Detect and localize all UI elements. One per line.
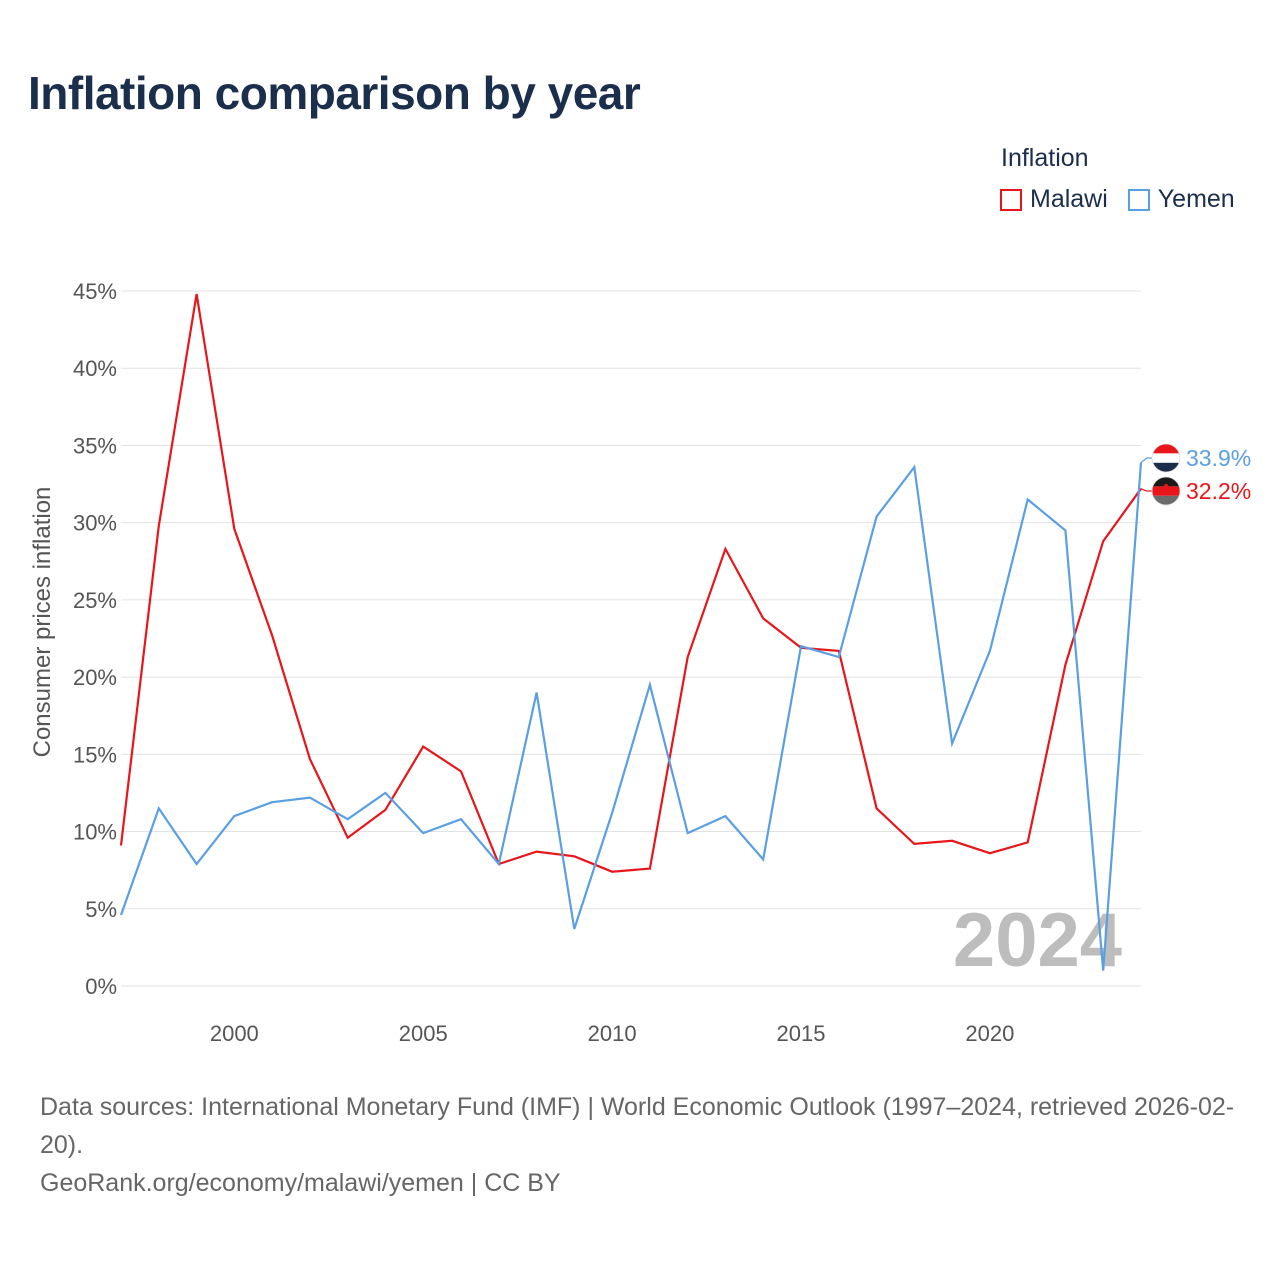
data-sources: Data sources: International Monetary Fun… (40, 1093, 1235, 1159)
series-line-malawi[interactable] (119, 293, 1142, 873)
series-lines (119, 293, 1143, 971)
x-axis-ticks: 2000 2005 2010 2015 2020 (210, 1021, 1015, 1046)
end-connector-malawi (1140, 488, 1152, 492)
source-url[interactable]: GeoRank.org/economy/malawi/yemen | CC BY (40, 1169, 561, 1197)
y-axis-title: Consumer prices inflation (29, 487, 56, 758)
y-tick-label: 45% (73, 279, 117, 304)
year-watermark: 2024 (953, 898, 1122, 983)
gridlines (121, 290, 1141, 987)
y-tick-label: 25% (73, 588, 117, 613)
footer: Data sources: International Monetary Fun… (40, 1088, 1250, 1202)
legend-item-malawi[interactable]: Malawi (1000, 185, 1108, 214)
x-tick-label: 2020 (965, 1021, 1014, 1046)
end-markers: 32.2% 33.9% (1140, 443, 1251, 506)
series-line-yemen[interactable] (119, 462, 1143, 971)
x-tick-label: 2005 (399, 1021, 448, 1046)
x-tick-label: 2015 (777, 1021, 826, 1046)
legend-label-yemen: Yemen (1157, 185, 1235, 213)
y-tick-label: 20% (73, 665, 117, 690)
flag-icon-yemen (1151, 443, 1181, 473)
legend-swatch-malawi (1000, 188, 1022, 211)
chart-title: Inflation comparison by year (28, 67, 641, 119)
y-tick-label: 15% (73, 742, 117, 767)
flag-icon-malawi (1151, 476, 1181, 506)
legend: Malawi Yemen (1000, 185, 1235, 214)
end-value-label-malawi: 32.2% (1186, 478, 1251, 504)
legend-title: Inflation (1001, 144, 1089, 172)
legend-swatch-yemen (1127, 188, 1150, 211)
legend-item-yemen[interactable]: Yemen (1127, 185, 1235, 214)
line-chart: 0% 5% 10% 15% 20% 25% 30% 35% 40% 45% 2000 2005 201… (29, 279, 1251, 1046)
end-value-label-yemen: 33.9% (1186, 445, 1251, 471)
x-tick-label: 2010 (588, 1021, 637, 1046)
y-axis-ticks: 0% 5% 10% 15% 20% 25% 30% 35% 40% 45% (73, 279, 117, 999)
x-tick-label: 2000 (210, 1021, 259, 1046)
y-tick-label: 0% (85, 974, 117, 999)
legend-label-malawi: Malawi (1030, 185, 1108, 213)
y-tick-label: 30% (73, 511, 117, 536)
y-tick-label: 35% (73, 433, 117, 458)
end-connector-yemen (1140, 457, 1152, 463)
y-tick-label: 40% (73, 356, 117, 381)
y-tick-label: 10% (73, 820, 117, 845)
y-tick-label: 5% (85, 897, 117, 922)
